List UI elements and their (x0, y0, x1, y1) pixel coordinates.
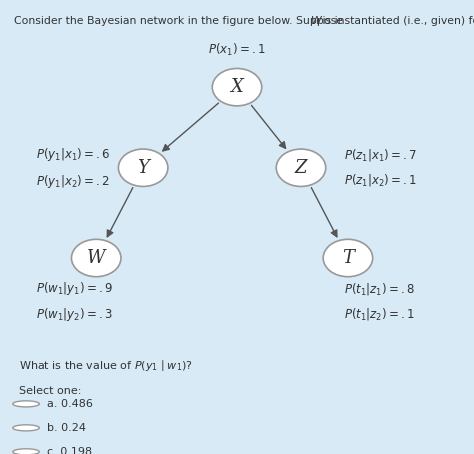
Text: is instantiated (i.e., given) for w₁: is instantiated (i.e., given) for w₁ (319, 16, 474, 26)
Text: a. 0.486: a. 0.486 (47, 399, 93, 409)
Circle shape (323, 239, 373, 276)
Text: W: W (87, 249, 106, 267)
Circle shape (13, 425, 39, 431)
Text: $P(t_1|z_1) = .8$
$P(t_1|z_2) = .1$: $P(t_1|z_1) = .8$ $P(t_1|z_2) = .1$ (344, 281, 415, 322)
Text: Consider the Bayesian network in the figure below. Suppose: Consider the Bayesian network in the fig… (14, 16, 346, 26)
Circle shape (118, 149, 168, 187)
Circle shape (13, 449, 39, 454)
Text: W: W (310, 16, 321, 26)
Text: T: T (342, 249, 354, 267)
Text: c. 0.198: c. 0.198 (47, 447, 92, 454)
Text: $P(w_1|y_1) = .9$
$P(w_1|y_2) = .3$: $P(w_1|y_1) = .9$ $P(w_1|y_2) = .3$ (36, 280, 113, 323)
Text: $P(x_1) = .1$: $P(x_1) = .1$ (208, 42, 266, 58)
Circle shape (72, 239, 121, 276)
Circle shape (276, 149, 326, 187)
Circle shape (13, 401, 39, 407)
Text: Z: Z (295, 159, 307, 177)
Text: b. 0.24: b. 0.24 (47, 423, 86, 433)
Text: What is the value of $P(y_1 \mid w_1)$?: What is the value of $P(y_1 \mid w_1)$? (19, 358, 193, 373)
Text: X: X (230, 78, 244, 96)
Circle shape (212, 69, 262, 106)
Text: Y: Y (137, 159, 149, 177)
Text: $P(y_1|x_1) = .6$
$P(y_1|x_2) = .2$: $P(y_1|x_1) = .6$ $P(y_1|x_2) = .2$ (36, 146, 111, 190)
Text: Select one:: Select one: (19, 386, 82, 396)
Text: $P(z_1|x_1) = .7$
$P(z_1|x_2) = .1$: $P(z_1|x_1) = .7$ $P(z_1|x_2) = .1$ (344, 147, 417, 188)
